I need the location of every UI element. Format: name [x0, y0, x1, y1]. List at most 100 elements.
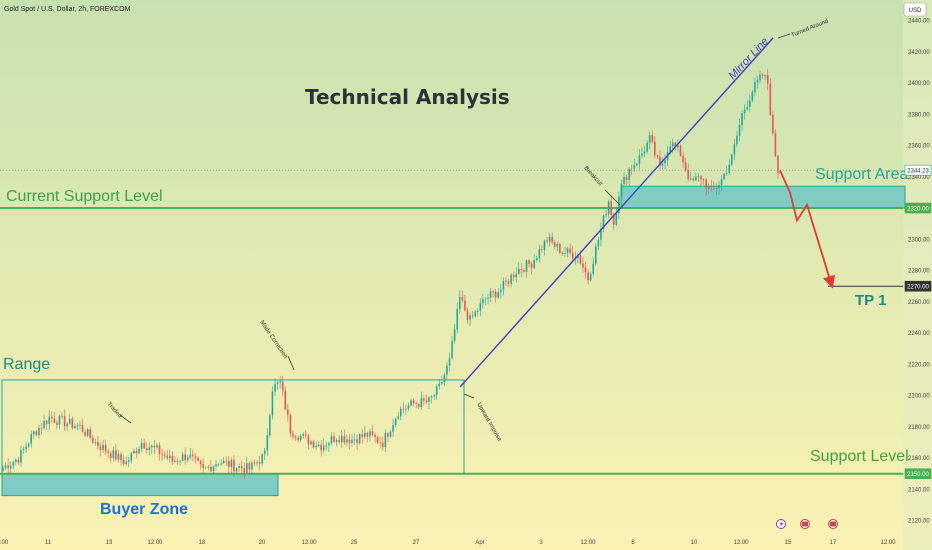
- candle: [420, 391, 423, 411]
- candle-body: [351, 439, 353, 444]
- candle-body: [423, 398, 425, 401]
- candle: [510, 273, 512, 288]
- currency-button[interactable]: USD: [903, 2, 927, 17]
- candle: [97, 436, 99, 450]
- candle-body: [374, 434, 376, 438]
- candle-body: [287, 409, 289, 415]
- candle: [279, 375, 281, 389]
- candle-body: [407, 405, 410, 409]
- candle: [322, 438, 325, 454]
- candle-body: [240, 466, 243, 469]
- candle: [384, 428, 387, 453]
- candle: [315, 441, 317, 451]
- candle: [695, 172, 697, 182]
- candle: [317, 440, 320, 448]
- candle: [535, 255, 538, 263]
- candle: [340, 430, 343, 448]
- candle: [700, 175, 702, 186]
- candle: [302, 432, 305, 439]
- candle: [435, 384, 438, 400]
- candle-body: [384, 433, 387, 448]
- candle: [682, 151, 684, 168]
- candle-body: [176, 460, 179, 462]
- candle-body: [20, 449, 22, 463]
- candle: [9, 460, 12, 473]
- candle-body: [15, 459, 17, 462]
- candle-body: [297, 437, 299, 440]
- candle: [715, 183, 718, 196]
- candle-body: [417, 404, 420, 408]
- candle-body: [530, 263, 533, 268]
- candle: [358, 433, 361, 445]
- candle-body: [625, 176, 628, 180]
- candle-body: [263, 450, 266, 455]
- candle-body: [654, 141, 656, 156]
- candle-body: [84, 431, 86, 436]
- candle-body: [777, 155, 779, 174]
- candle: [625, 174, 628, 186]
- candle: [276, 379, 279, 390]
- candle: [723, 172, 725, 181]
- candle-body: [364, 432, 366, 437]
- candle-body: [169, 455, 171, 459]
- candle-body: [707, 186, 710, 189]
- candle-body: [197, 457, 199, 461]
- event-icons[interactable]: [776, 519, 838, 529]
- candle-body: [425, 400, 428, 403]
- candle-body: [192, 454, 194, 457]
- candle: [53, 411, 56, 424]
- candle-body: [94, 441, 97, 443]
- candle-body: [148, 447, 151, 451]
- candle-body: [4, 465, 7, 468]
- candle-body: [448, 358, 451, 366]
- candle: [689, 171, 692, 181]
- candle: [410, 398, 412, 408]
- candle: [702, 178, 705, 185]
- candle: [518, 262, 520, 275]
- candle-body: [630, 168, 633, 170]
- time-axis[interactable]: :00 11 13 12:00 18 20 12:00 25 27 Apr 3 12:00 8 10 12:…: [0, 540, 896, 546]
- candle-body: [428, 397, 430, 403]
- candle: [679, 144, 682, 157]
- candle: [523, 268, 525, 274]
- candle-body: [186, 457, 189, 461]
- candle: [238, 463, 240, 472]
- candle-body: [328, 443, 330, 446]
- candle: [530, 261, 533, 275]
- candle: [20, 445, 22, 468]
- price-tick-label: 2240.00: [908, 331, 930, 337]
- candle: [25, 441, 27, 453]
- currency-button-box[interactable]: [903, 2, 927, 17]
- candle: [761, 73, 764, 80]
- candle-body: [523, 269, 525, 272]
- candle-body: [723, 173, 725, 180]
- candle: [261, 453, 263, 467]
- candle: [620, 179, 623, 198]
- candle-body: [135, 450, 138, 454]
- candle-body: [759, 74, 761, 81]
- candle-body: [741, 113, 743, 125]
- candle-body: [733, 144, 736, 155]
- candle-body: [222, 460, 225, 464]
- time-tick-label: 25: [351, 540, 358, 546]
- candle: [476, 308, 479, 317]
- candle-body: [715, 187, 718, 189]
- candle-body: [410, 400, 412, 406]
- candle: [133, 448, 135, 454]
- candle: [541, 245, 543, 253]
- candle: [636, 162, 638, 167]
- candle-body: [392, 425, 394, 432]
- candle: [664, 153, 666, 170]
- candle-body: [27, 443, 30, 447]
- candle-body: [692, 178, 695, 181]
- candle-body: [502, 280, 505, 290]
- support-area-zone: [620, 185, 906, 209]
- candle-body: [687, 170, 689, 180]
- time-tick-label: 12:00: [301, 540, 317, 546]
- candle-body: [143, 443, 145, 449]
- currency-button-label[interactable]: USD: [909, 8, 922, 14]
- candle-body: [156, 445, 158, 448]
- candle: [215, 460, 217, 471]
- candle-body: [569, 248, 571, 253]
